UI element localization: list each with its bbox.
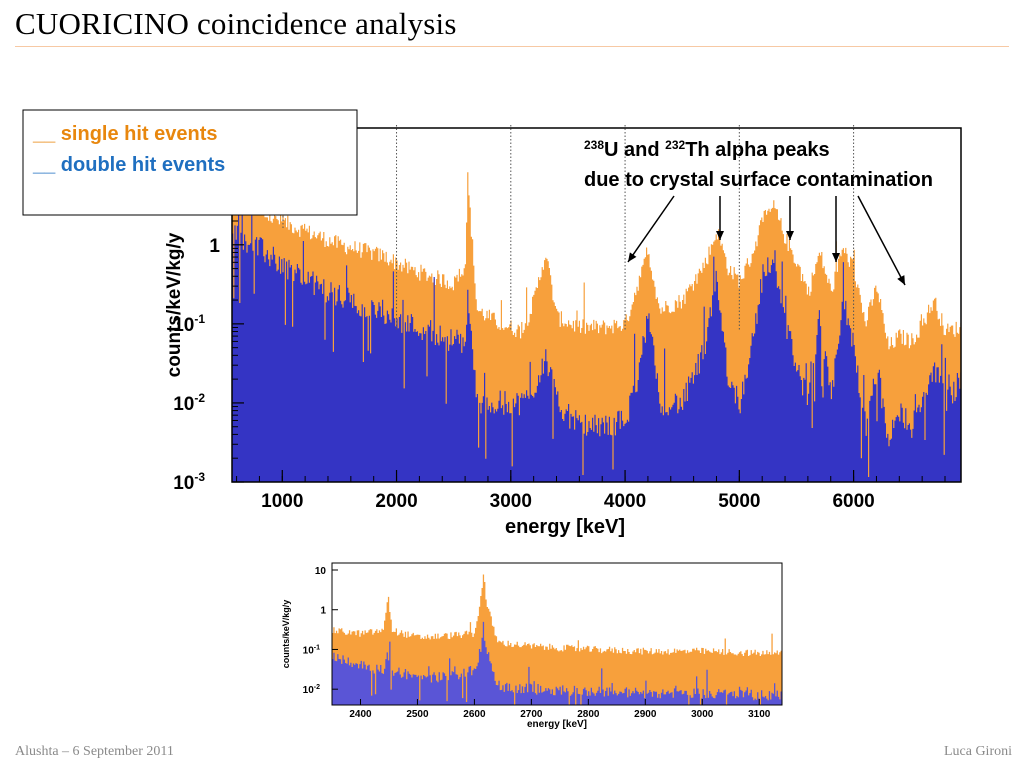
legend-single-hit: __ single hit events [32,123,218,145]
inset-x-tick-label: 2400 [349,709,372,720]
inset-y-ticks: 10 1 10-1 10-2 [303,566,338,696]
inset-x-tick-label: 2800 [577,709,600,720]
double-hit-histogram [232,190,961,482]
main-x-tick-label: 1000 [261,491,303,512]
inset-x-tick-label: 3100 [748,709,771,720]
inset-y-tick-label: 10-1 [303,644,320,656]
annotation-line-1: 238U and 232Th alpha peaks [584,138,830,161]
main-x-axis-label: energy [keV] [505,516,625,538]
main-x-tick-label: 3000 [490,491,532,512]
main-plot-frame [231,127,962,483]
main-x-ticks: 1000 2000 3000 4000 5000 6000 [236,470,946,512]
inset-x-axis-label: energy [keV] [527,719,587,730]
inset-plot-frame [331,562,783,706]
main-y-tick-label: 10-1 [173,312,205,336]
main-spectrum-chart: 1 10-1 10-2 10-3 1000 2000 3000 4000 5000 6000 e… [22,109,962,538]
main-plot-area [232,172,961,482]
annotation-arrows [627,195,906,286]
footer-event: Alushta – 6 September 2011 [15,744,174,759]
inset-y-tick-label: 1 [320,606,326,617]
inset-x-tick-label: 3000 [691,709,714,720]
inset-y-axis-label: counts/keV/kg/y [281,600,291,669]
slide-title: CUORICINO coincidence analysis [15,6,457,41]
inset-x-tick-label: 2500 [406,709,429,720]
annotation-arrow-1 [627,195,675,263]
inset-plot-area [332,574,782,705]
title-divider [15,46,1009,47]
main-x-tick-label: 2000 [375,491,417,512]
main-y-axis-label: counts/keV/kg/y [164,232,185,377]
inset-y-tick-label: 10-2 [303,684,320,696]
main-x-tick-label: 4000 [604,491,646,512]
inset-x-tick-label: 2600 [463,709,486,720]
inset-x-tick-label: 2900 [634,709,657,720]
double-hit-histogram [332,621,782,705]
main-x-tick-label: 6000 [832,491,874,512]
main-y-tick-label: 10-2 [173,391,205,415]
main-y-tick-label: 1 [209,236,220,257]
legend-box [22,109,358,216]
annotation-line-2: due to crystal surface contamination [584,169,933,191]
inset-x-ticks: 2400 2500 2600 2700 2800 2900 3000 3100 [349,699,771,720]
legend-double-hit: __ double hit events [32,154,225,176]
annotation-arrow-5 [857,195,906,286]
inset-y-tick-label: 10 [315,566,327,577]
main-y-tick-label: 10-3 [173,470,205,494]
footer-author: Luca Gironi [943,744,1012,759]
inset-x-tick-label: 2700 [520,709,543,720]
main-x-tick-label: 5000 [718,491,760,512]
single-hit-histogram [332,574,782,705]
